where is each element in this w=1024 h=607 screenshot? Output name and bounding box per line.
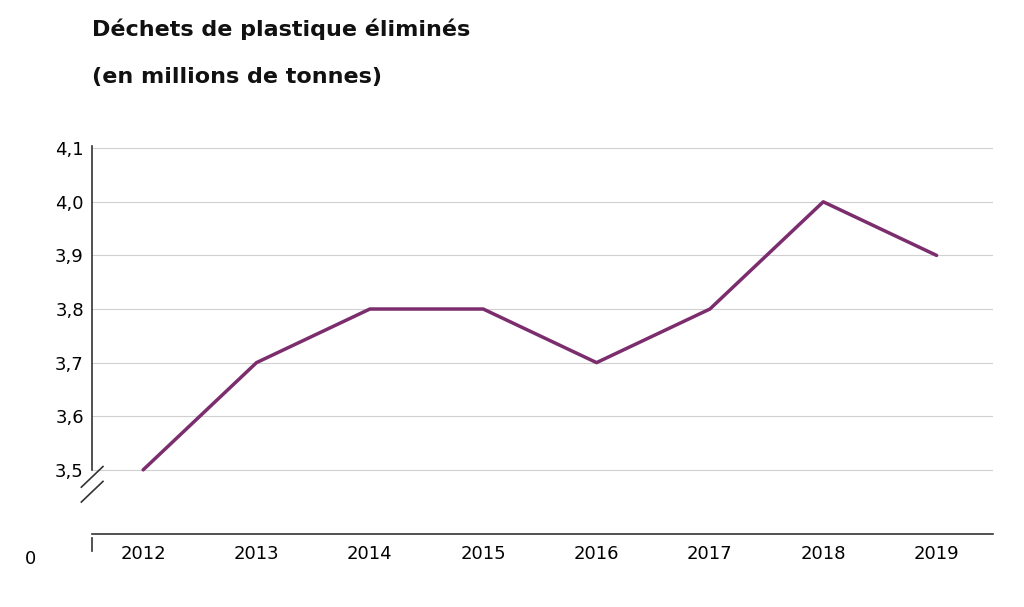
Text: Déchets de plastique éliminés: Déchets de plastique éliminés bbox=[92, 18, 470, 39]
Text: (en millions de tonnes): (en millions de tonnes) bbox=[92, 67, 382, 87]
Text: 0: 0 bbox=[25, 550, 36, 568]
